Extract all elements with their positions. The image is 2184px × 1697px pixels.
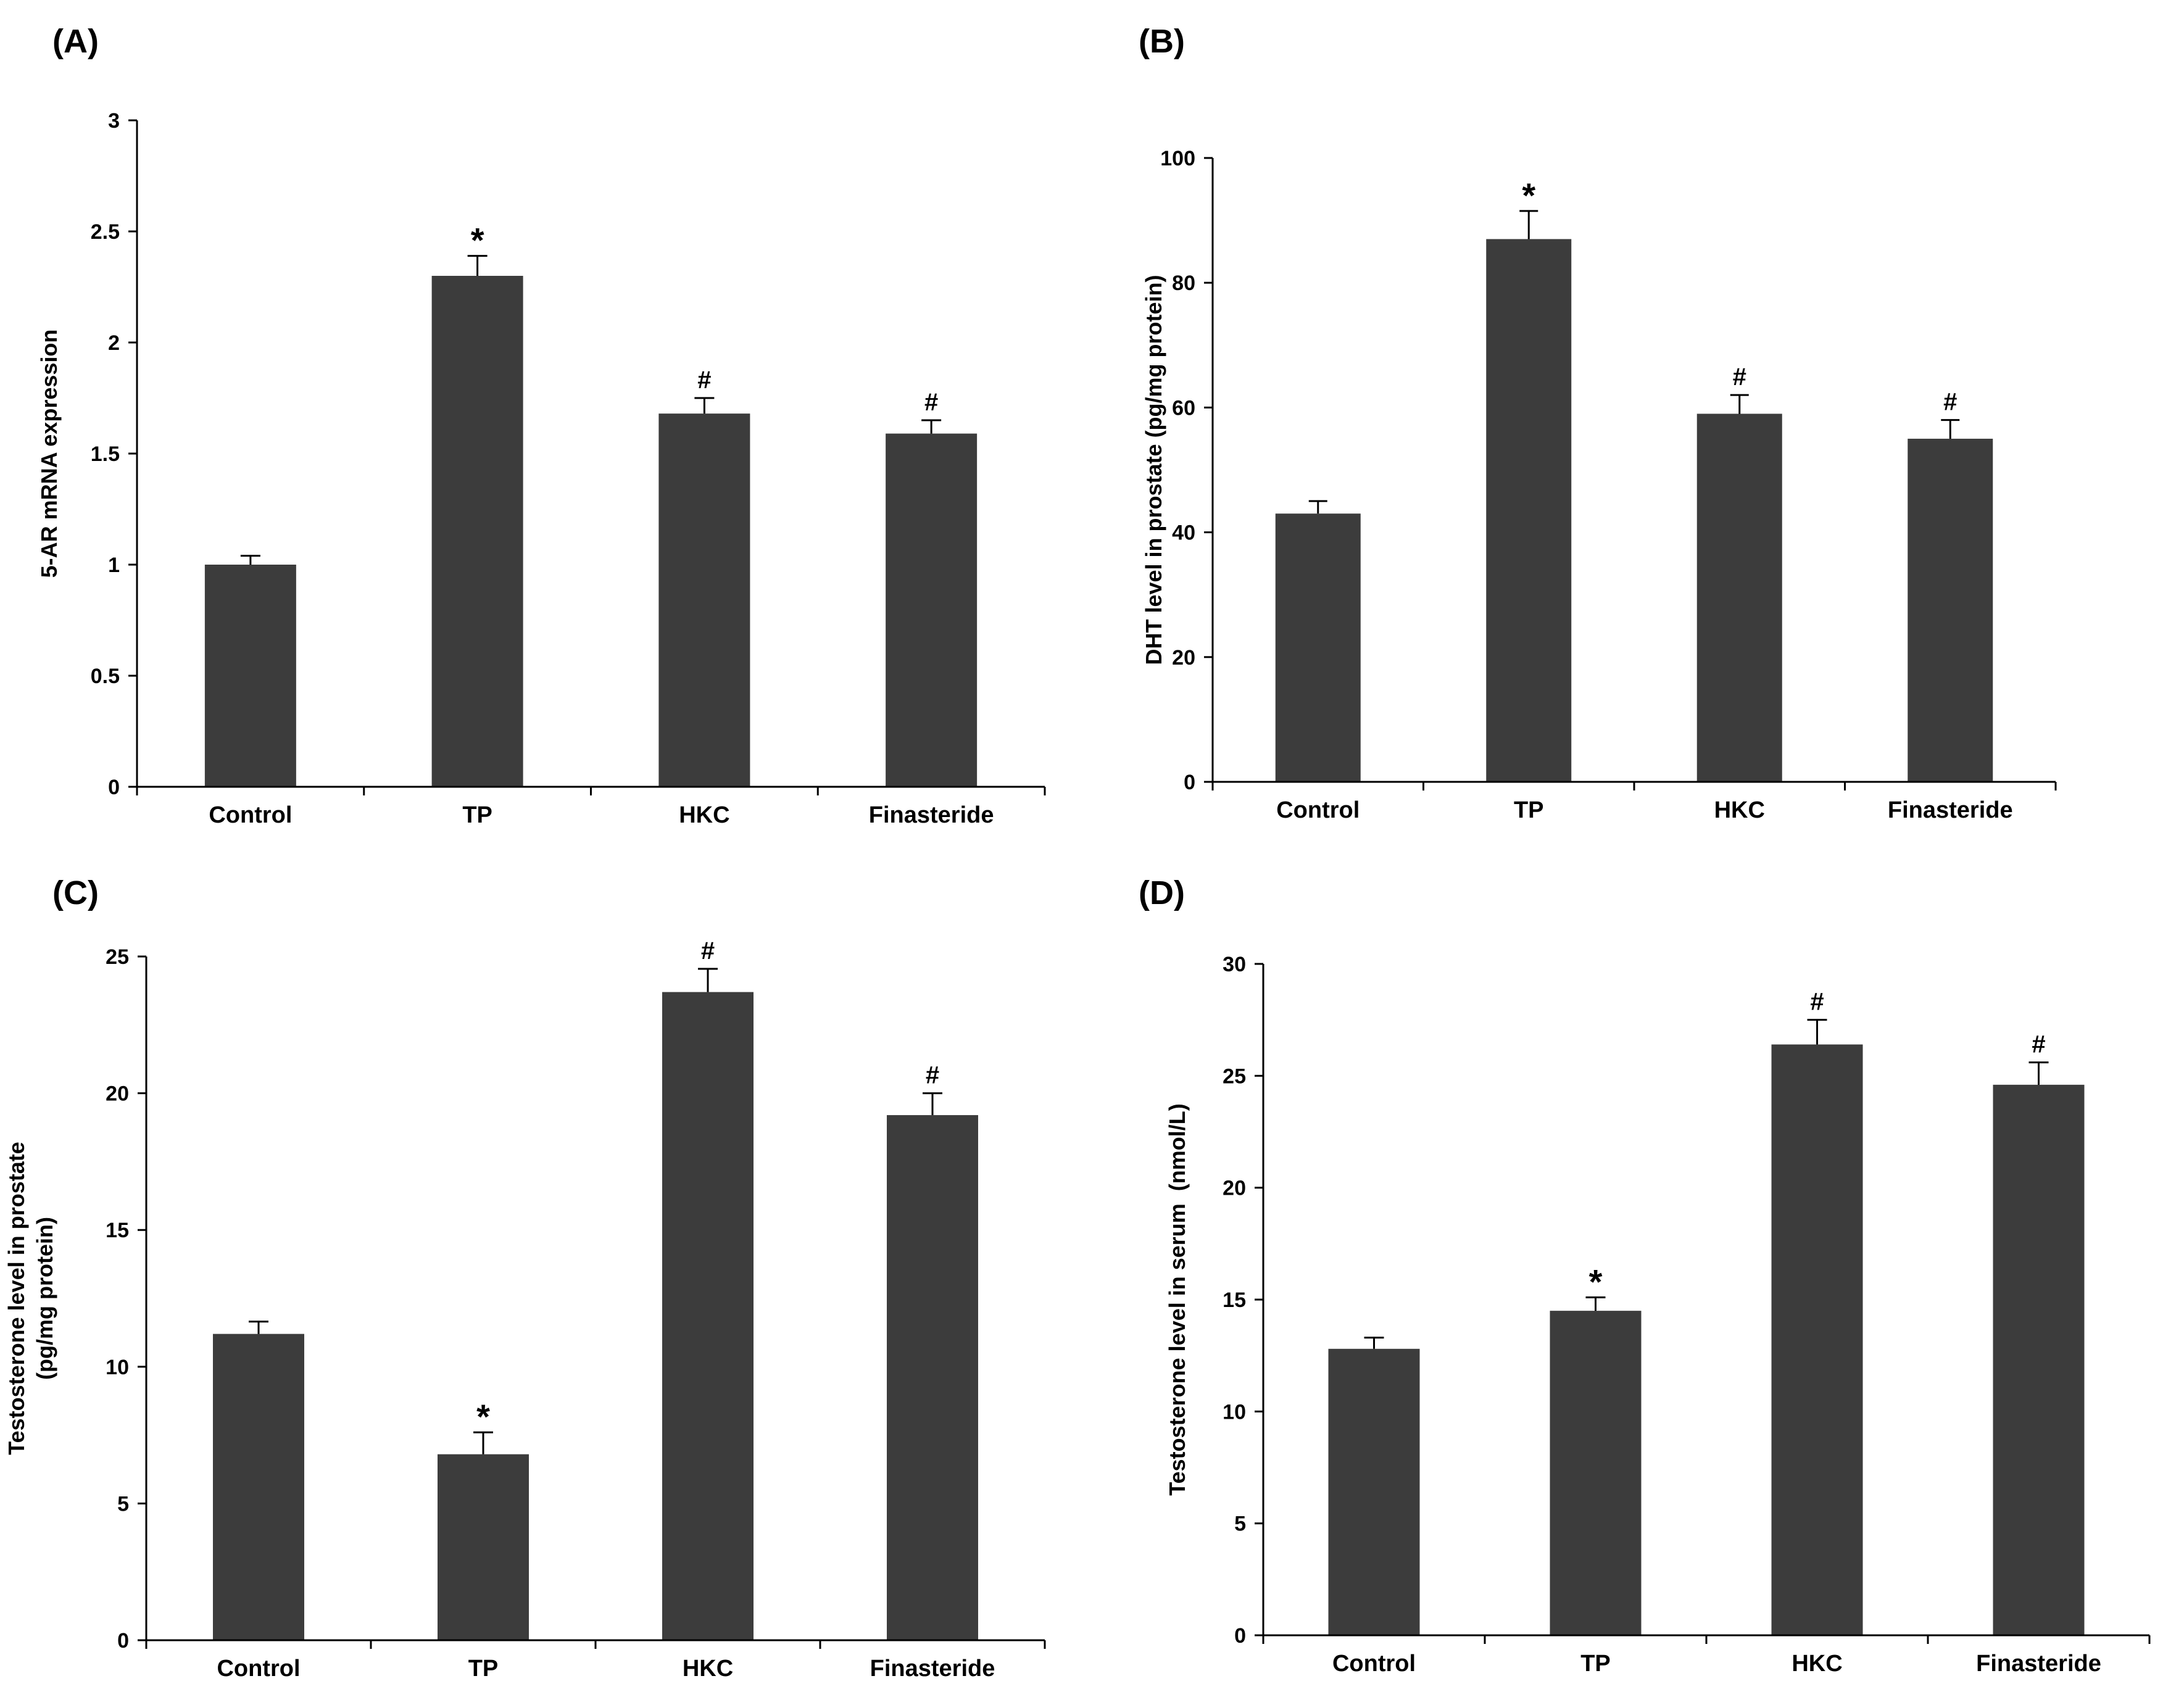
y-tick-label: 60	[1172, 396, 1195, 420]
bar-finasteride	[887, 1115, 978, 1640]
y-tick-label: 25	[1223, 1064, 1246, 1088]
significance-hash: #	[926, 1062, 939, 1089]
significance-hash: #	[697, 367, 711, 394]
y-tick-label: 0	[108, 776, 120, 799]
bar-hkc	[1771, 1044, 1863, 1635]
panel-label: (C)	[52, 874, 99, 911]
y-tick-label: 2.5	[91, 220, 120, 244]
y-tick-label: 1.5	[91, 442, 120, 466]
y-tick-label: 20	[1223, 1177, 1246, 1200]
bar-tp	[1486, 239, 1572, 782]
category-label: HKC	[1792, 1651, 1842, 1677]
y-axis-title: 5-AR mRNA expression	[36, 330, 62, 578]
y-tick-label: 1	[108, 554, 120, 577]
y-tick-label: 2	[108, 331, 120, 355]
bar-finasteride	[886, 433, 978, 787]
bar-tp	[438, 1454, 529, 1640]
significance-star: *	[476, 1397, 490, 1436]
y-tick-label: 30	[1223, 953, 1246, 976]
bar-tp	[1550, 1311, 1642, 1635]
significance-hash: #	[924, 389, 938, 416]
y-tick-label: 0	[1234, 1624, 1246, 1648]
bar-control	[1275, 513, 1361, 782]
category-label: TP	[468, 1656, 499, 1682]
bar-hkc	[658, 413, 750, 787]
significance-star: *	[471, 221, 484, 260]
y-tick-label: 100	[1160, 147, 1195, 170]
y-tick-label: 0	[117, 1629, 129, 1653]
y-tick-label: 15	[1223, 1288, 1246, 1312]
y-tick-label: 3	[108, 109, 120, 133]
category-label: HKC	[683, 1656, 733, 1682]
y-tick-label: 20	[106, 1082, 129, 1106]
panel-label: (A)	[52, 23, 99, 60]
y-axis-title: Testosterone level in prostate	[4, 1142, 29, 1454]
bar-control	[204, 565, 296, 787]
category-label: HKC	[679, 802, 729, 828]
panel-label: (B)	[1139, 23, 1185, 60]
y-tick-label: 5	[117, 1492, 129, 1516]
significance-hash: #	[1943, 389, 1957, 416]
bar-control	[213, 1334, 304, 1640]
y-tick-label: 5	[1234, 1512, 1246, 1536]
category-label: Control	[217, 1656, 300, 1682]
category-label: Control	[1332, 1651, 1416, 1677]
chart-panel-a: (A) Control * TP # HKC # Finasteride 0 0.5 1 1.5 2 2.…	[36, 23, 1046, 828]
significance-hash: #	[2032, 1031, 2045, 1058]
significance-star: *	[1522, 176, 1535, 215]
category-label: TP	[1514, 797, 1544, 823]
category-label: Finasteride	[1888, 797, 2013, 823]
category-label: Control	[1276, 797, 1360, 823]
bar-hkc	[1696, 413, 1782, 782]
significance-star: *	[1589, 1262, 1603, 1301]
bar-hkc	[662, 992, 754, 1640]
category-label: TP	[462, 802, 492, 828]
bar-control	[1328, 1348, 1420, 1635]
y-axis-title: DHT level in prostate (pg/mg protein)	[1141, 275, 1166, 665]
significance-hash: #	[701, 937, 715, 965]
bar-tp	[431, 276, 523, 787]
y-tick-label: 25	[106, 945, 129, 969]
y-tick-label: 15	[106, 1219, 129, 1242]
category-label: Finasteride	[1976, 1651, 2101, 1677]
chart-panel-d: (D) Control * TP # HKC # Finasteride 0 5 10 15 20 25 3…	[1139, 874, 2151, 1677]
chart-panel-c: (C) Control * TP # HKC # Finasteride 0 5 10 15 20 25 T…	[4, 874, 1046, 1682]
y-tick-label: 20	[1172, 646, 1195, 670]
panel-label: (D)	[1139, 874, 1185, 911]
chart-panel-b: (B) Control * TP # HKC # Finasteride 0 20 40 60 80 10…	[1139, 23, 2057, 823]
y-tick-label: 10	[1223, 1400, 1246, 1424]
category-label: Finasteride	[869, 802, 994, 828]
y-tick-label: 40	[1172, 521, 1195, 545]
category-label: Finasteride	[870, 1656, 995, 1682]
significance-hash: #	[1810, 989, 1824, 1016]
bar-finasteride	[1908, 438, 1993, 782]
y-tick-label: 0	[1184, 771, 1195, 794]
category-label: HKC	[1714, 797, 1765, 823]
y-axis-title: (pg/mg protein)	[32, 1217, 57, 1380]
y-tick-label: 80	[1172, 272, 1195, 295]
y-tick-label: 10	[106, 1356, 129, 1379]
y-axis-title: Testosterone level in serum (nmol/L)	[1165, 1103, 1190, 1495]
category-label: Control	[209, 802, 292, 828]
category-label: TP	[1580, 1651, 1611, 1677]
significance-hash: #	[1733, 363, 1746, 391]
bar-finasteride	[1993, 1084, 2085, 1635]
y-tick-label: 0.5	[91, 665, 120, 688]
